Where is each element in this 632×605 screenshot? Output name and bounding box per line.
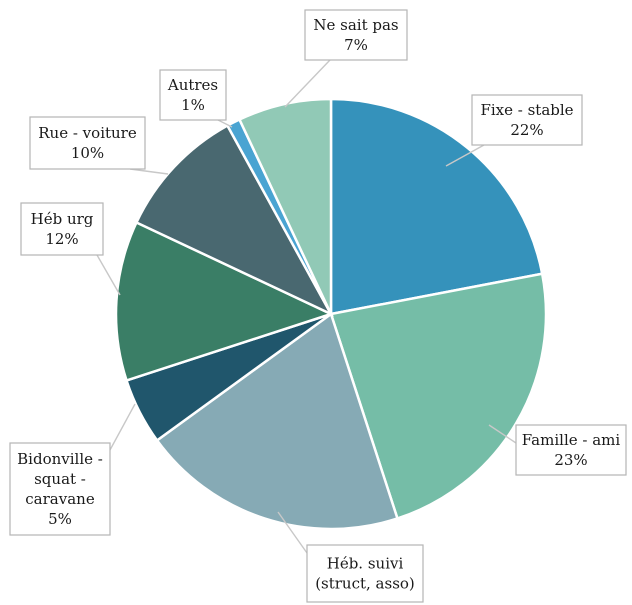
pie-slice-4 bbox=[114, 220, 335, 383]
callout-box-1 bbox=[515, 424, 627, 476]
leader-line-3 bbox=[109, 403, 136, 451]
leader-line-2 bbox=[277, 511, 308, 554]
leader-line-6 bbox=[217, 119, 233, 128]
callout-6: Autres 1% bbox=[159, 69, 227, 121]
slice-label-6-line-0: Autres bbox=[167, 76, 218, 94]
callout-box-2 bbox=[306, 544, 424, 603]
callout-3: Bidonville - squat - caravane 5% bbox=[9, 442, 111, 536]
slice-label-3-line-2: caravane bbox=[25, 490, 95, 508]
slice-label-7-line-1: 7% bbox=[344, 36, 368, 54]
pie-slice-2 bbox=[155, 311, 400, 531]
slice-label-2-line-0: Héb. suivi bbox=[327, 555, 404, 573]
pie-slices bbox=[114, 97, 548, 531]
slice-label-0-line-1: 22% bbox=[510, 121, 543, 139]
pie-slice-5 bbox=[134, 123, 334, 317]
leader-line-7 bbox=[284, 59, 331, 108]
slice-label-6-line-1: 1% bbox=[181, 96, 205, 114]
callout-2: Héb. suivi (struct, asso) bbox=[306, 544, 424, 603]
leader-line-5 bbox=[129, 168, 169, 175]
slice-label-1-line-1: 23% bbox=[554, 451, 587, 469]
callout-0: Fixe - stable 22% bbox=[471, 94, 583, 146]
callout-box-3 bbox=[9, 442, 111, 536]
callout-1: Famille - ami 23% bbox=[515, 424, 627, 476]
pie-slice-7 bbox=[237, 97, 333, 315]
slice-label-4-line-1: 12% bbox=[45, 230, 78, 248]
callout-leaders bbox=[96, 59, 517, 554]
slice-label-7-line-0: Ne sait pas bbox=[313, 16, 398, 34]
slice-label-2-line-1: (struct, asso) bbox=[315, 575, 415, 593]
pie-slice-1 bbox=[329, 272, 548, 521]
callout-4: Héb urg 12% bbox=[20, 202, 104, 256]
slice-label-1-line-0: Famille - ami bbox=[522, 431, 621, 449]
leader-line-4 bbox=[96, 254, 121, 296]
slice-label-5-line-1: 10% bbox=[71, 144, 104, 162]
pie-slice-0 bbox=[329, 97, 544, 316]
slice-label-5-line-0: Rue - voiture bbox=[38, 124, 137, 142]
slice-label-0-line-0: Fixe - stable bbox=[480, 101, 573, 119]
callout-box-6 bbox=[159, 69, 227, 121]
callout-box-5 bbox=[29, 116, 146, 170]
callout-labels: Fixe - stable 22% Famille - ami 23% Héb. sui… bbox=[9, 9, 627, 603]
callout-box-0 bbox=[471, 94, 583, 146]
leader-line-0 bbox=[445, 144, 485, 167]
slice-label-3-line-0: Bidonville - bbox=[17, 450, 103, 468]
callout-5: Rue - voiture 10% bbox=[29, 116, 146, 170]
leader-line-1 bbox=[488, 424, 517, 444]
callout-7: Ne sait pas 7% bbox=[304, 9, 408, 61]
slice-label-3-line-3: 5% bbox=[48, 510, 72, 528]
callout-box-7 bbox=[304, 9, 408, 61]
slice-label-3-line-1: squat - bbox=[34, 470, 86, 488]
slice-label-4-line-0: Héb urg bbox=[31, 210, 94, 228]
callout-box-4 bbox=[20, 202, 104, 256]
